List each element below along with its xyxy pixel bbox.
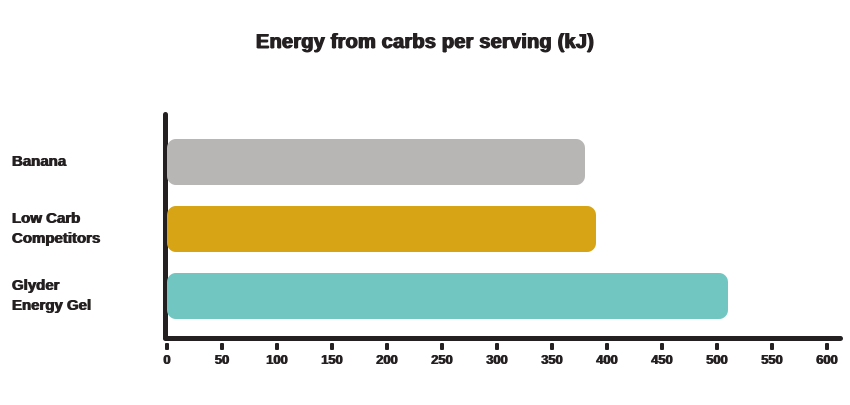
x-tick-label-350: 350	[541, 352, 563, 367]
chart-title: Energy from carbs per serving (kJ)	[255, 31, 595, 53]
x-tick-550	[770, 343, 774, 350]
bar-low-carb-competitors	[167, 206, 596, 252]
x-tick-label-150: 150	[321, 352, 343, 367]
x-tick-250	[440, 343, 444, 350]
x-tick-150	[330, 343, 334, 350]
category-label-low-carb-competitors: Low Carb Competitors	[12, 209, 101, 247]
x-tick-300	[495, 343, 499, 350]
x-tick-label-600: 600	[816, 352, 838, 367]
x-tick-200	[385, 343, 389, 350]
x-tick-label-200: 200	[376, 352, 398, 367]
x-tick-500	[715, 343, 719, 350]
x-tick-50	[220, 343, 224, 350]
x-tick-label-550: 550	[761, 352, 783, 367]
category-label-glyder-energy-gel: Glyder Energy Gel	[12, 276, 92, 314]
bar-glyder-energy-gel	[167, 273, 728, 319]
x-tick-label-0: 0	[163, 352, 171, 367]
x-tick-350	[550, 343, 554, 350]
x-tick-600	[825, 343, 829, 350]
x-tick-label-450: 450	[651, 352, 673, 367]
x-tick-0	[165, 343, 169, 350]
x-tick-label-400: 400	[596, 352, 618, 367]
y-axis-line	[163, 112, 168, 341]
x-axis-line	[163, 336, 843, 341]
bar-banana	[167, 139, 585, 185]
x-tick-400	[605, 343, 609, 350]
x-tick-100	[275, 343, 279, 350]
x-tick-450	[660, 343, 664, 350]
x-tick-label-500: 500	[706, 352, 728, 367]
x-tick-label-100: 100	[266, 352, 288, 367]
x-tick-label-50: 50	[214, 352, 230, 367]
x-tick-label-300: 300	[486, 352, 508, 367]
x-tick-label-250: 250	[431, 352, 453, 367]
category-label-banana: Banana	[12, 152, 67, 170]
